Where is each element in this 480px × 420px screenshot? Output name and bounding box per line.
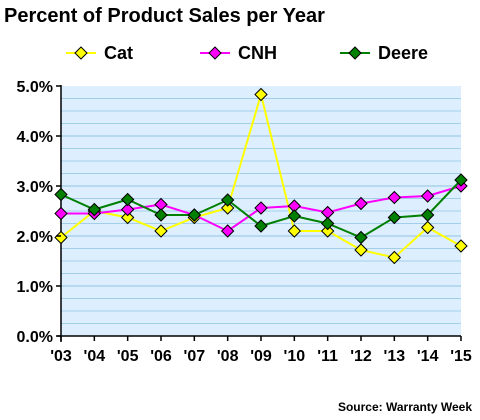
x-tick-label: '06 (150, 348, 172, 365)
y-axis: 0.0% 1.0% 2.0% 3.0% 4.0% 5.0% (17, 79, 61, 346)
y-tick-label: 0.0% (17, 329, 53, 346)
legend-item-deere: Deere (340, 43, 428, 63)
y-tick-label: 2.0% (17, 229, 53, 246)
point-cat (287, 224, 302, 238)
point-deere (120, 192, 135, 207)
x-tick-label: '13 (384, 348, 406, 365)
series-deere (54, 173, 468, 245)
point-cat (320, 224, 335, 238)
point-cnh (387, 190, 402, 205)
legend: Cat CNH Deere (66, 43, 428, 63)
point-deere (187, 208, 202, 222)
y-tick-label: 4.0% (17, 129, 53, 146)
point-deere (454, 173, 468, 187)
y-tick-label: 3.0% (17, 179, 53, 196)
point-cnh (420, 189, 435, 203)
x-tick-label: '14 (417, 348, 439, 365)
point-cat (220, 201, 235, 215)
point-cnh (354, 196, 368, 211)
point-cat (154, 224, 168, 238)
legend-label: Deere (378, 43, 428, 63)
x-tick-label: '15 (450, 348, 472, 365)
point-cat (420, 220, 435, 235)
legend-item-cnh: CNH (200, 43, 277, 63)
chart-title: Percent of Product Sales per Year (4, 5, 325, 27)
point-deere (354, 230, 368, 245)
legend-marker (208, 46, 222, 60)
x-tick-label: '04 (84, 348, 106, 365)
point-cat (254, 87, 268, 102)
point-cat (387, 250, 402, 265)
point-cnh (120, 202, 135, 217)
x-tick-label: '03 (50, 348, 72, 365)
point-cat (120, 210, 135, 225)
x-axis: '03 '04 '05 '06 '07 '08 '09 '10 '11 '12 '13 '14 '15 (50, 336, 472, 365)
point-deere (154, 208, 168, 222)
y-tick-label: 1.0% (17, 279, 53, 296)
y-tick-label: 5.0% (17, 79, 53, 96)
point-cat (454, 239, 468, 253)
point-cat (354, 243, 368, 257)
point-deere (387, 210, 402, 225)
point-deere (87, 202, 102, 217)
x-tick-label: '05 (117, 348, 139, 365)
legend-marker (74, 46, 88, 60)
x-tick-label: '08 (217, 348, 239, 365)
point-deere (254, 219, 268, 233)
source-note: Source: Warranty Week (338, 400, 472, 414)
x-tick-label: '11 (317, 348, 338, 365)
legend-marker (348, 46, 362, 60)
point-deere (220, 193, 235, 207)
legend-label: Cat (104, 43, 133, 63)
plot-area (54, 85, 468, 342)
point-deere (320, 216, 335, 231)
x-tick-label: '09 (250, 348, 272, 365)
legend-label: CNH (238, 43, 277, 63)
point-deere (420, 208, 435, 222)
point-deere (54, 187, 68, 202)
point-deere (287, 209, 302, 223)
point-cnh (54, 206, 68, 221)
point-cnh (254, 201, 268, 215)
point-cnh (220, 224, 235, 238)
legend-item-cat: Cat (66, 43, 133, 63)
x-tick-label: '12 (350, 348, 372, 365)
x-tick-label: '10 (284, 348, 306, 365)
x-tick-label: '07 (184, 348, 206, 365)
